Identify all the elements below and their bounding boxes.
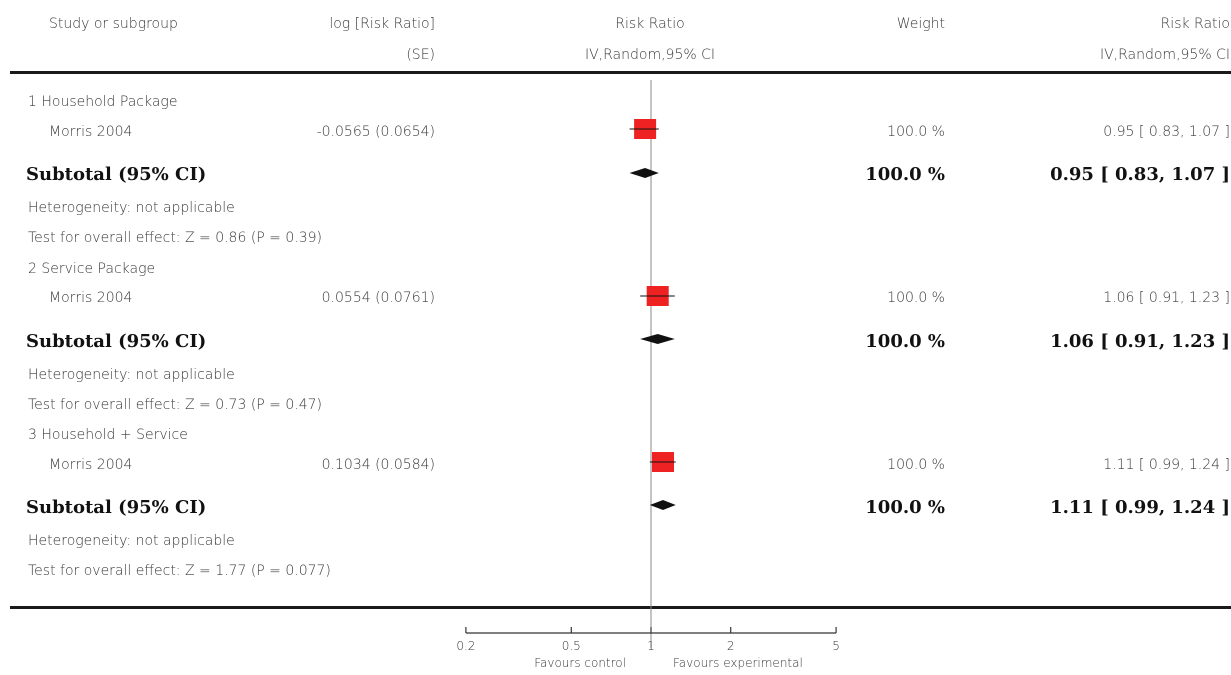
study-weight: 100.0 % xyxy=(887,124,945,140)
x-tick-label: 0.5 xyxy=(562,639,581,653)
header-rr-method: IV,Random,95% CI xyxy=(1099,47,1230,63)
study-rr-ci: 1.06 [ 0.91, 1.23 ] xyxy=(1103,290,1230,306)
heterogeneity-text: Heterogeneity: not applicable xyxy=(28,200,235,216)
study-rr-ci: 1.11 [ 0.99, 1.24 ] xyxy=(1103,457,1230,473)
subtotal-diamond xyxy=(649,500,676,510)
study-rr-ci: 0.95 [ 0.83, 1.07 ] xyxy=(1103,124,1230,140)
subtotal-label: Subtotal (95% CI) xyxy=(26,164,207,185)
subtotal-weight: 100.0 % xyxy=(865,331,945,352)
header-rule xyxy=(10,71,1231,74)
group-title: 1 Household Package xyxy=(28,94,178,110)
subtotal-diamond xyxy=(629,168,659,178)
x-tick-label: 5 xyxy=(832,639,840,653)
x-tick-label: 1 xyxy=(647,639,655,653)
subtotal-rr-ci: 0.95 [ 0.83, 1.07 ] xyxy=(1050,164,1230,185)
overall-effect-text: Test for overall effect: Z = 1.77 (P = 0… xyxy=(28,563,331,579)
header-weight: Weight xyxy=(896,16,945,32)
study-weight: 100.0 % xyxy=(887,457,945,473)
header-rr-plot: Risk Ratio xyxy=(615,16,685,32)
overall-effect-text: Test for overall effect: Z = 0.86 (P = 0… xyxy=(28,230,322,246)
header-study: Study or subgroup xyxy=(49,16,178,32)
study-logrr-se: 0.1034 (0.0584) xyxy=(321,457,435,473)
header-rr-plot-method: IV,Random,95% CI xyxy=(584,47,716,63)
overall-effect-text: Test for overall effect: Z = 0.73 (P = 0… xyxy=(28,397,322,413)
group-title: 2 Service Package xyxy=(28,261,156,277)
subtotal-weight: 100.0 % xyxy=(865,497,945,518)
heterogeneity-text: Heterogeneity: not applicable xyxy=(28,367,235,383)
subtotal-label: Subtotal (95% CI) xyxy=(26,331,207,352)
subtotal-rr-ci: 1.06 [ 0.91, 1.23 ] xyxy=(1050,331,1230,352)
header-rr: Risk Ratio xyxy=(1160,16,1230,32)
study-weight: 100.0 % xyxy=(887,290,945,306)
header-logrr: log [Risk Ratio] xyxy=(329,16,435,32)
study-name: Morris 2004 xyxy=(49,457,133,473)
x-tick-label: 0.2 xyxy=(456,639,475,653)
group-title: 3 Household + Service xyxy=(28,427,188,443)
header-logrr-se: (SE) xyxy=(406,47,435,63)
heterogeneity-text: Heterogeneity: not applicable xyxy=(28,533,235,549)
study-logrr-se: -0.0565 (0.0654) xyxy=(316,124,435,140)
study-name: Morris 2004 xyxy=(49,290,133,306)
footer-rule xyxy=(10,606,1231,609)
study-name: Morris 2004 xyxy=(49,124,133,140)
subtotal-label: Subtotal (95% CI) xyxy=(26,497,207,518)
subtotal-rr-ci: 1.11 [ 0.99, 1.24 ] xyxy=(1050,497,1230,518)
subtotal-weight: 100.0 % xyxy=(865,164,945,185)
favours-control-label: Favours control xyxy=(534,656,626,670)
x-tick-label: 2 xyxy=(727,639,735,653)
favours-experimental-label: Favours experimental xyxy=(673,656,803,670)
subtotal-diamond xyxy=(640,334,675,344)
study-logrr-se: 0.0554 (0.0761) xyxy=(321,290,435,306)
